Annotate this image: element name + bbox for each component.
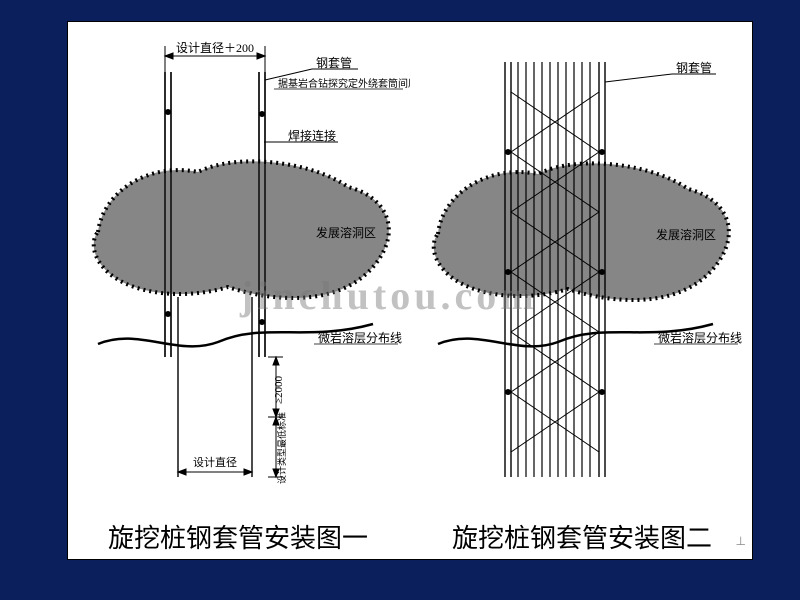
diagram-right: 发展溶洞区 [410, 22, 752, 522]
dist-line-label-right: 微岩溶层分布线 [658, 330, 742, 345]
cavity-label-right: 发展溶洞区 [656, 227, 716, 242]
sleeve-label-right: 钢套管 [676, 60, 712, 75]
caption-left: 旋挖桩钢套管安装图一 [108, 518, 368, 555]
vdim-lower: 设计类型最低标准 [276, 412, 287, 484]
dist-line-label-left: 微岩溶层分布线 [318, 330, 402, 345]
dim-bottom: 设计直径 [193, 455, 237, 469]
corner-tick: ⊥ [736, 534, 746, 549]
sleeve-label-left: 钢套管 [316, 55, 352, 70]
sleeve-note: 据基岩合钻探究定外绕套筒间厚 [278, 77, 410, 90]
paper: 设计直径＋200 钢套管 据基岩合钻探究定外绕套筒间厚 焊接连接 [67, 21, 753, 560]
cavity-label-left: 发展溶洞区 [316, 225, 376, 240]
vdim-upper: ≥2000 [273, 375, 285, 404]
dim-top-label: 设计直径＋200 [176, 41, 254, 55]
weld-label: 焊接连接 [288, 128, 336, 143]
stage: 设计直径＋200 钢套管 据基岩合钻探究定外绕套筒间厚 焊接连接 [0, 0, 800, 600]
caption-right: 旋挖桩钢套管安装图二 [452, 518, 712, 555]
diagram-left: 设计直径＋200 钢套管 据基岩合钻探究定外绕套筒间厚 焊接连接 [68, 22, 410, 522]
